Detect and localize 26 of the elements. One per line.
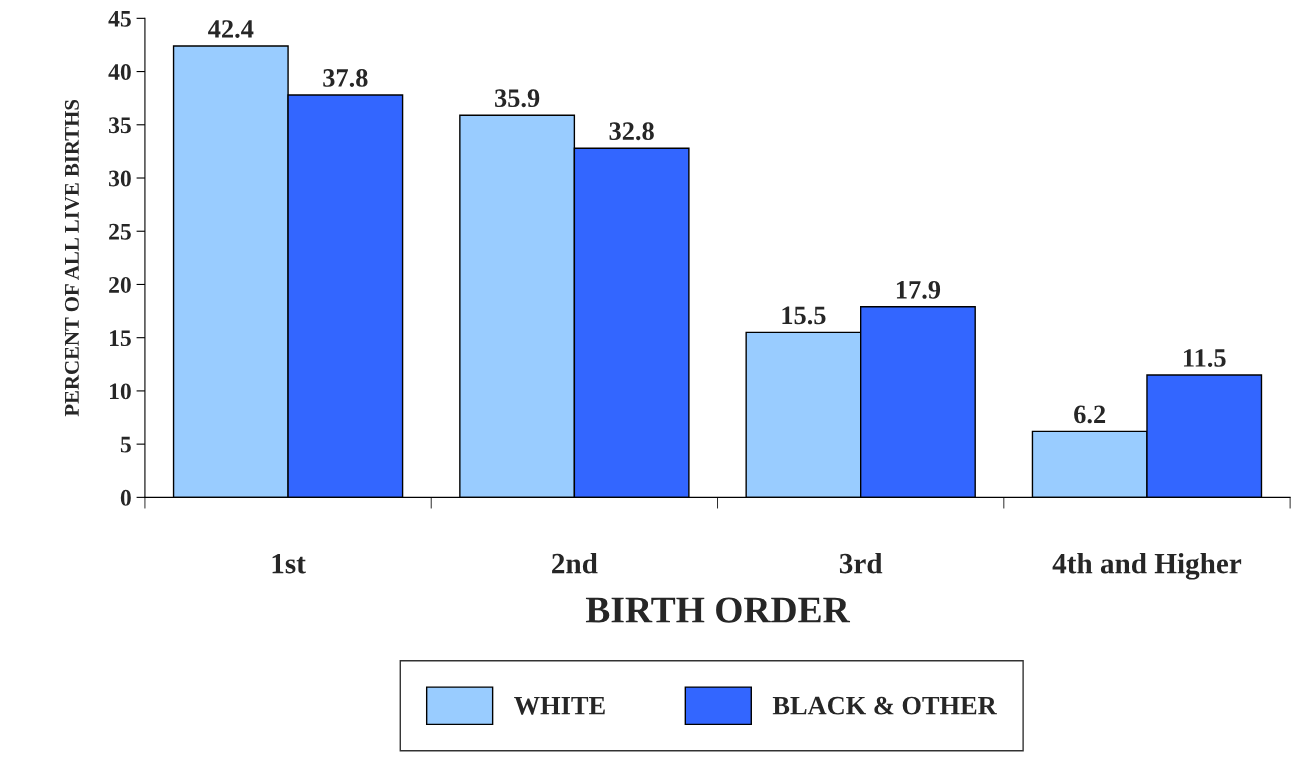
legend-label: BLACK & OTHER [772,696,997,715]
x-tick-label: 2nd [552,552,598,574]
y-tick-label: 20 [109,276,131,293]
y-tick-label: 40 [108,64,131,80]
x-tick-label: 3rd [839,552,883,574]
data-label: 32.8 [609,122,654,141]
data-label: 15.5 [782,306,826,325]
x-axis-title: BIRTH ORDER [585,597,851,623]
y-tick-label: 35 [109,117,131,134]
y-tick-label: 30 [109,170,131,187]
data-label: 37.8 [323,69,368,87]
y-axis-title: PERCENT OF ALL LIVE BIRTHS [64,99,79,417]
x-tick-label: 4th and Higher [1052,552,1242,580]
y-tick-label: 15 [110,330,131,347]
y-tick-label: 0 [120,489,131,506]
data-label: 6.2 [1074,405,1106,424]
y-tick-label: 5 [120,436,131,453]
x-tick-label: 1st [272,553,306,574]
y-tick-label: 10 [110,383,131,400]
data-label: 17.9 [896,280,941,299]
data-label: 35.9 [495,89,540,108]
data-label: 42.4 [208,20,254,38]
data-label: 11.5 [1183,349,1226,367]
y-tick-label: 45 [108,10,131,27]
y-tick-label: 25 [109,223,131,240]
legend-label: WHITE [514,696,605,715]
